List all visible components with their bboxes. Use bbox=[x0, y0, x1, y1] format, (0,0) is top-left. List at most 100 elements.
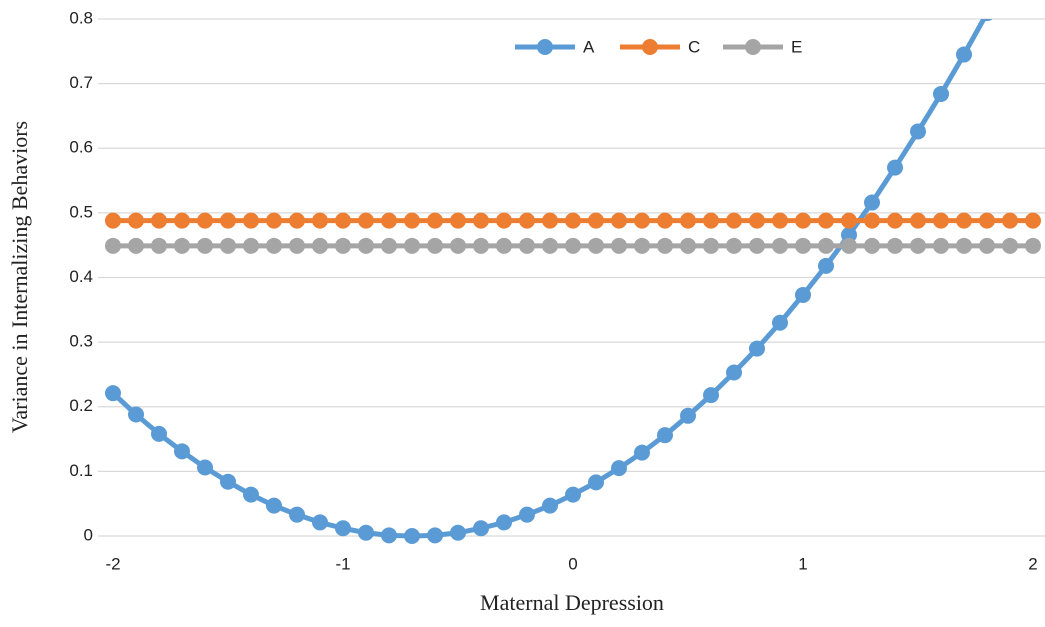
x-tick-label: -1 bbox=[335, 554, 350, 573]
y-tick-label: 0.4 bbox=[69, 267, 93, 286]
series-marker bbox=[450, 212, 466, 229]
series-marker bbox=[956, 212, 972, 229]
series-marker bbox=[979, 237, 995, 254]
legend-marker bbox=[642, 39, 658, 55]
legend-label: E bbox=[791, 37, 802, 56]
series-marker bbox=[680, 407, 696, 424]
series-marker bbox=[818, 237, 834, 254]
series-marker bbox=[243, 237, 259, 254]
series-line bbox=[111, 19, 987, 539]
legend-marker bbox=[537, 39, 553, 55]
series-marker bbox=[956, 46, 972, 63]
series-marker bbox=[588, 212, 604, 229]
x-tick-label: -2 bbox=[105, 554, 120, 573]
series-marker bbox=[864, 237, 880, 254]
series-marker bbox=[611, 237, 627, 254]
x-tick-label: 0 bbox=[568, 554, 577, 573]
series-marker bbox=[266, 212, 282, 229]
series-marker bbox=[634, 444, 650, 461]
series-marker bbox=[795, 237, 811, 254]
series-marker bbox=[404, 212, 420, 229]
series-marker bbox=[749, 212, 765, 229]
series-marker bbox=[473, 237, 489, 254]
series-marker bbox=[220, 212, 236, 229]
series-marker bbox=[427, 527, 443, 544]
series-marker bbox=[473, 212, 489, 229]
y-tick-label: 0.8 bbox=[69, 8, 93, 27]
series-marker bbox=[887, 237, 903, 254]
series-marker bbox=[1025, 237, 1041, 254]
legend-label: C bbox=[688, 37, 700, 56]
series-marker bbox=[841, 212, 857, 229]
series-marker bbox=[772, 314, 788, 331]
series-marker bbox=[496, 237, 512, 254]
series-marker bbox=[243, 486, 259, 503]
series-marker bbox=[588, 474, 604, 491]
series-marker bbox=[381, 237, 397, 254]
series-marker bbox=[151, 212, 167, 229]
series-marker bbox=[174, 237, 190, 254]
x-tick-label: 1 bbox=[798, 554, 807, 573]
series-marker bbox=[634, 212, 650, 229]
series-marker bbox=[174, 443, 190, 460]
series-marker bbox=[795, 286, 811, 303]
series-marker bbox=[726, 364, 742, 381]
series-marker bbox=[174, 212, 190, 229]
series-marker bbox=[450, 524, 466, 541]
series-marker bbox=[1002, 212, 1018, 229]
series-marker bbox=[243, 212, 259, 229]
series-marker bbox=[197, 212, 213, 229]
series-marker bbox=[151, 237, 167, 254]
series-marker bbox=[772, 237, 788, 254]
series-marker bbox=[404, 528, 420, 544]
series-marker bbox=[749, 340, 765, 357]
series-marker bbox=[933, 212, 949, 229]
series-marker bbox=[220, 237, 236, 254]
series-marker bbox=[864, 212, 880, 229]
plot-area bbox=[105, 19, 1041, 544]
series-marker bbox=[128, 406, 144, 423]
series-marker bbox=[312, 237, 328, 254]
series-marker bbox=[703, 387, 719, 404]
series-marker bbox=[887, 212, 903, 229]
series-marker bbox=[818, 257, 834, 274]
y-tick-label: 0.7 bbox=[69, 73, 93, 92]
series-marker bbox=[519, 212, 535, 229]
series-marker bbox=[703, 212, 719, 229]
series-marker bbox=[105, 385, 121, 402]
x-axis-title: Maternal Depression bbox=[480, 590, 664, 615]
series-marker bbox=[496, 514, 512, 531]
x-tick-label: 2 bbox=[1028, 554, 1037, 573]
series-marker bbox=[335, 237, 351, 254]
y-tick-label: 0.1 bbox=[69, 461, 93, 480]
series-marker bbox=[197, 459, 213, 476]
series-marker bbox=[864, 194, 880, 211]
series-marker bbox=[795, 212, 811, 229]
series-marker bbox=[266, 237, 282, 254]
series-marker bbox=[496, 212, 512, 229]
series-marker bbox=[657, 212, 673, 229]
series-marker bbox=[565, 486, 581, 503]
series-marker bbox=[657, 237, 673, 254]
series-marker bbox=[289, 237, 305, 254]
series-marker bbox=[611, 460, 627, 477]
series-marker bbox=[358, 212, 374, 229]
series-marker bbox=[358, 237, 374, 254]
series-marker bbox=[726, 212, 742, 229]
series-marker bbox=[933, 237, 949, 254]
series-marker bbox=[657, 427, 673, 444]
y-axis-title: Variance in Internalizing Behaviors bbox=[7, 121, 32, 433]
series-marker bbox=[427, 237, 443, 254]
series-marker bbox=[128, 237, 144, 254]
legend-label: A bbox=[583, 37, 595, 56]
y-tick-label: 0.3 bbox=[69, 332, 93, 351]
y-tick-label: 0 bbox=[84, 525, 93, 544]
series-marker bbox=[887, 159, 903, 176]
series-marker bbox=[933, 85, 949, 102]
series-marker bbox=[381, 527, 397, 544]
series-marker bbox=[818, 212, 834, 229]
series-marker bbox=[726, 237, 742, 254]
series-marker bbox=[519, 506, 535, 523]
series-marker bbox=[749, 237, 765, 254]
